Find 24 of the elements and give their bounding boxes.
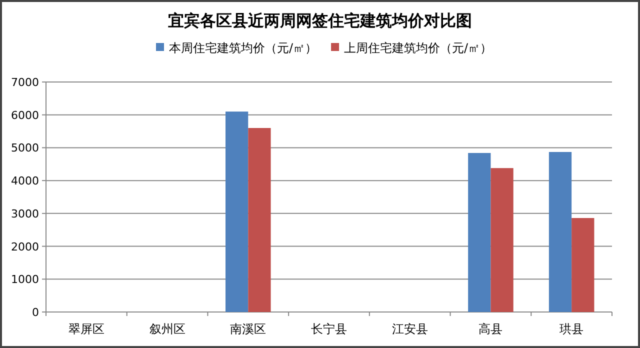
- y-tick-label: 7000: [11, 76, 39, 89]
- x-tick-label: 江安县: [392, 322, 428, 336]
- y-tick-label: 2000: [11, 240, 39, 254]
- bar: [572, 218, 594, 312]
- y-tick-label: 0: [32, 306, 39, 319]
- legend-label: 本周住宅建筑均价（元/㎡）: [169, 41, 318, 55]
- y-tick-label: 3000: [11, 207, 39, 220]
- bar: [468, 152, 491, 312]
- chart-title: 宜宾各区县近两周网签住宅建筑均价对比图: [168, 11, 472, 30]
- y-tick-label: 6000: [11, 108, 39, 122]
- x-tick-label: 长宁县: [311, 322, 347, 336]
- bar: [226, 112, 248, 312]
- x-tick-label: 南溪区: [230, 322, 266, 336]
- x-tick-label: 高县: [478, 322, 503, 336]
- bar: [548, 152, 572, 312]
- x-tick-label: 翠屏区: [68, 322, 104, 336]
- x-tick-label: 珙县: [560, 322, 584, 336]
- y-tick-label: 1000: [11, 273, 39, 286]
- bar: [490, 168, 514, 312]
- y-tick-label: 5000: [11, 142, 39, 155]
- y-tick-label: 4000: [11, 174, 39, 188]
- x-tick-label: 叙州区: [149, 322, 186, 336]
- bar: [248, 128, 271, 312]
- legend-label: 上周住宅建筑均价（元/㎡）: [344, 41, 492, 55]
